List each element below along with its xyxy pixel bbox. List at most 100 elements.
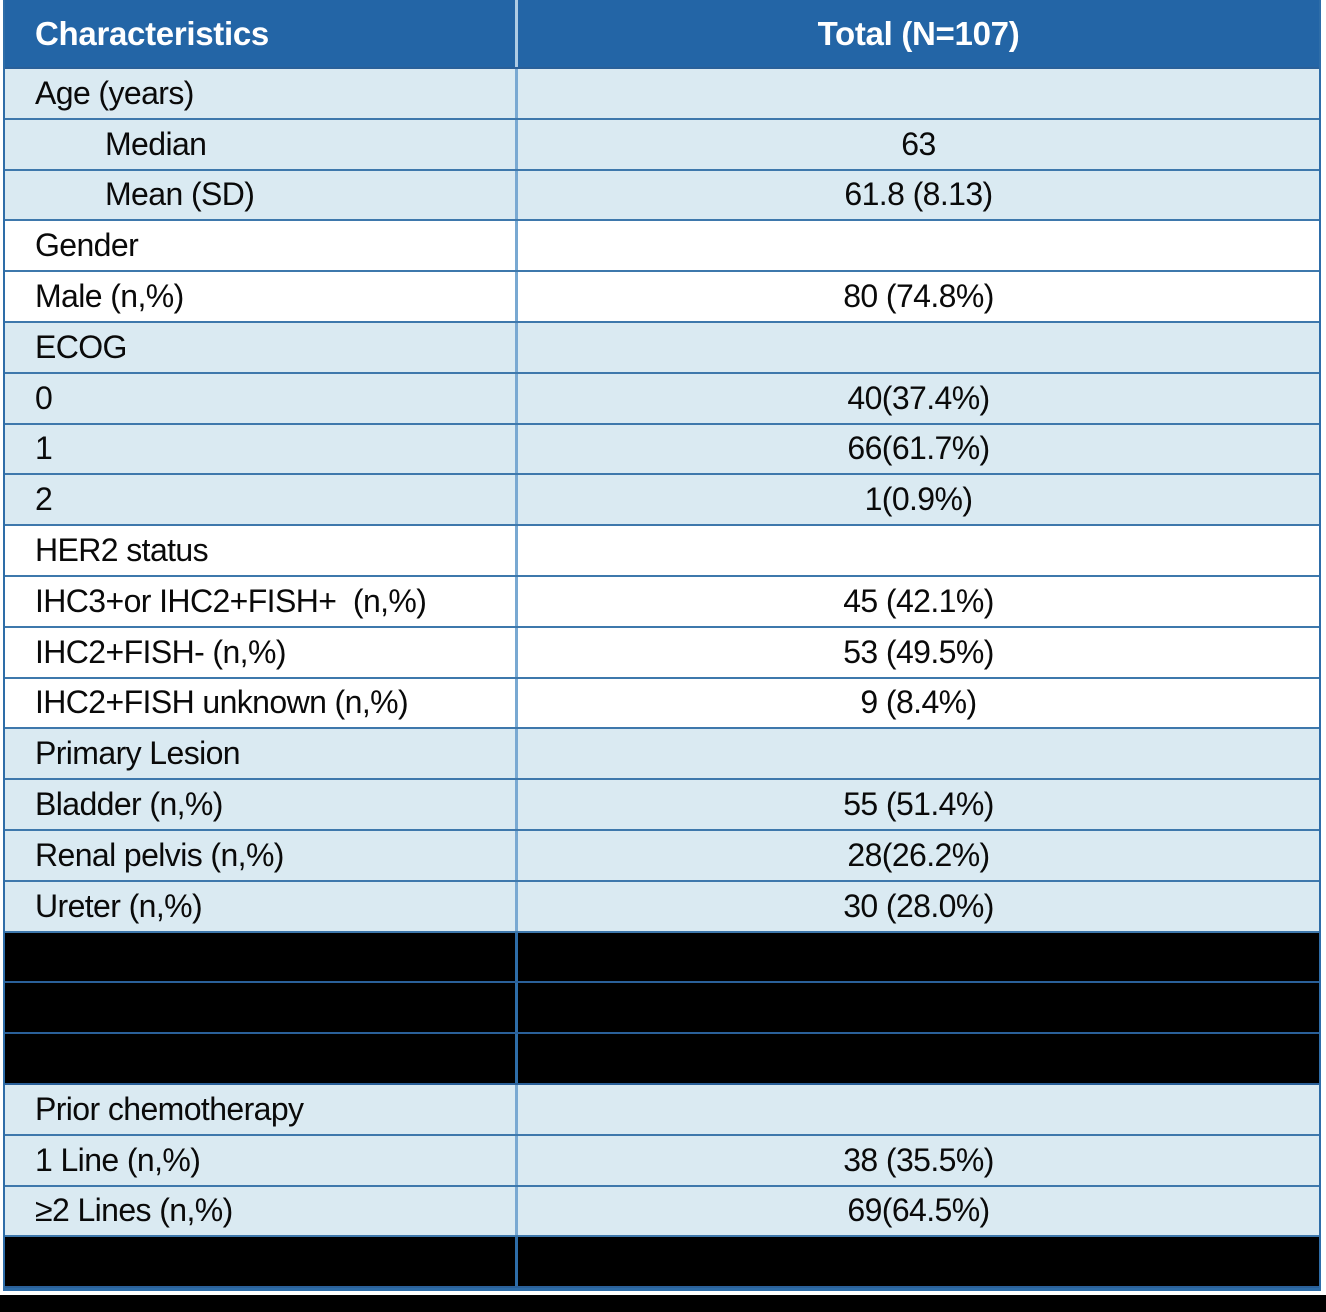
header-total-label: Total (N=107) <box>817 14 1020 52</box>
row-value-cell <box>515 221 1319 271</box>
row-value: 9 (8.4%) <box>860 684 977 721</box>
row-label-cell: 1 Line (n,%) <box>5 1136 515 1185</box>
table-header-row: Characteristics Total (N=107) <box>5 0 1319 69</box>
row-label-cell: Prior chemotherapy <box>5 1085 515 1134</box>
row-label-cell: Renal pelvis (n,%) <box>5 831 515 880</box>
row-label: ≥2 Lines (n,%) <box>35 1192 233 1229</box>
row-value-cell: 80 (74.8%) <box>515 272 1319 321</box>
row-label-cell: IHC2+FISH unknown (n,%) <box>5 679 515 728</box>
row-value-cell: 66(61.7%) <box>515 424 1319 474</box>
row-label-cell: 0 <box>5 374 515 423</box>
row-value: 28(26.2%) <box>847 836 990 873</box>
row-label: Gender <box>35 227 139 264</box>
row-value-cell <box>515 1084 1319 1134</box>
table-row-redacted <box>5 1237 1319 1289</box>
row-value-cell <box>515 526 1319 575</box>
row-value: 1(0.9%) <box>864 481 973 518</box>
row-value-cell <box>515 1237 1319 1287</box>
row-value: 38 (35.5%) <box>843 1141 994 1178</box>
header-characteristics-cell: Characteristics <box>5 0 515 67</box>
row-value-cell: 45 (42.1%) <box>515 576 1319 626</box>
redaction-bar-bottom <box>0 1295 1326 1312</box>
row-value-cell: 63 <box>515 119 1319 169</box>
header-total-cell: Total (N=107) <box>515 0 1319 67</box>
row-label-cell: Median <box>5 120 515 169</box>
row-value-cell: 30 (28.0%) <box>515 881 1319 931</box>
row-value-cell: 69(64.5%) <box>515 1186 1319 1236</box>
row-value-cell <box>515 932 1319 982</box>
row-label: Renal pelvis (n,%) <box>35 836 284 873</box>
row-label-cell: Bladder (n,%) <box>5 780 515 829</box>
row-label: IHC2+FISH- (n,%) <box>35 633 286 670</box>
table-row: Primary Lesion <box>5 729 1319 781</box>
row-value-cell <box>515 983 1319 1033</box>
row-label-cell <box>5 1034 515 1083</box>
table-row: Mean (SD) 61.8 (8.13) <box>5 170 1319 222</box>
row-label-cell: 2 <box>5 475 515 524</box>
row-value-cell <box>515 69 1319 118</box>
table-row: IHC2+FISH- (n,%) 53 (49.5%) <box>5 627 1319 679</box>
row-label: IHC3+or IHC2+FISH+ (n,%) <box>35 582 427 619</box>
table-row: Bladder (n,%) 55 (51.4%) <box>5 780 1319 831</box>
characteristics-table: Characteristics Total (N=107) Age (years… <box>3 0 1321 1292</box>
row-label: Male (n,%) <box>35 278 184 315</box>
table-row: IHC2+FISH unknown (n,%) 9 (8.4%) <box>5 678 1319 730</box>
row-label-cell: Mean (SD) <box>5 171 515 220</box>
row-value-cell: 53 (49.5%) <box>515 627 1319 677</box>
table-row: Prior chemotherapy <box>5 1084 1319 1136</box>
table-row: Ureter (n,%) 30 (28.0%) <box>5 881 1319 933</box>
row-value: 40(37.4%) <box>847 379 990 416</box>
row-value-cell: 1(0.9%) <box>515 475 1319 525</box>
row-label-cell: Age (years) <box>5 69 515 118</box>
row-label: 1 Line (n,%) <box>35 1141 201 1178</box>
table-row: Age (years) <box>5 69 1319 120</box>
row-label-cell: IHC2+FISH- (n,%) <box>5 628 515 677</box>
row-label: Ureter (n,%) <box>35 887 203 924</box>
row-label: 0 <box>35 379 53 416</box>
row-value: 53 (49.5%) <box>843 633 994 670</box>
table-row: 2 1(0.9%) <box>5 475 1319 527</box>
row-label-cell <box>5 983 515 1032</box>
table-row: Male (n,%) 80 (74.8%) <box>5 272 1319 323</box>
row-label: Primary Lesion <box>35 735 241 772</box>
row-label-cell: Gender <box>5 221 515 270</box>
row-value: 63 <box>901 125 936 162</box>
row-label: Mean (SD) <box>105 176 255 213</box>
row-value: 45 (42.1%) <box>843 582 994 619</box>
row-label-cell <box>5 1237 515 1286</box>
row-value-cell: 9 (8.4%) <box>515 678 1319 728</box>
row-label-cell: Male (n,%) <box>5 272 515 321</box>
row-value: 66(61.7%) <box>847 430 990 467</box>
row-label: IHC2+FISH unknown (n,%) <box>35 684 409 721</box>
row-label: Prior chemotherapy <box>35 1090 304 1127</box>
table-row: ECOG <box>5 322 1319 374</box>
row-label: 2 <box>35 481 53 518</box>
table-row: 0 40(37.4%) <box>5 373 1319 425</box>
row-value: 80 (74.8%) <box>843 278 994 315</box>
table-row: IHC3+or IHC2+FISH+ (n,%) 45 (42.1%) <box>5 576 1319 628</box>
table-row: Gender <box>5 221 1319 273</box>
row-value-cell <box>515 729 1319 779</box>
row-value: 30 (28.0%) <box>843 887 994 924</box>
row-label: ECOG <box>35 328 127 365</box>
row-label-cell: 1 <box>5 425 515 474</box>
row-label-cell: ECOG <box>5 323 515 372</box>
table-row-redacted <box>5 1034 1319 1085</box>
row-label-cell: HER2 status <box>5 526 515 575</box>
table-row: Renal pelvis (n,%) 28(26.2%) <box>5 830 1319 882</box>
row-label-cell: ≥2 Lines (n,%) <box>5 1187 515 1236</box>
row-label: Age (years) <box>35 74 194 111</box>
table-row: 1 66(61.7%) <box>5 424 1319 476</box>
row-value: 61.8 (8.13) <box>844 176 993 213</box>
row-value: 55 (51.4%) <box>843 786 994 823</box>
row-value-cell: 40(37.4%) <box>515 373 1319 423</box>
row-label-cell: Primary Lesion <box>5 729 515 778</box>
row-value: 69(64.5%) <box>847 1192 990 1229</box>
row-value-cell: 61.8 (8.13) <box>515 170 1319 220</box>
row-value-cell: 38 (35.5%) <box>515 1135 1319 1185</box>
row-label-cell <box>5 933 515 982</box>
table-row-redacted <box>5 932 1319 984</box>
row-label: 1 <box>35 430 53 467</box>
row-value-cell <box>515 1034 1319 1083</box>
